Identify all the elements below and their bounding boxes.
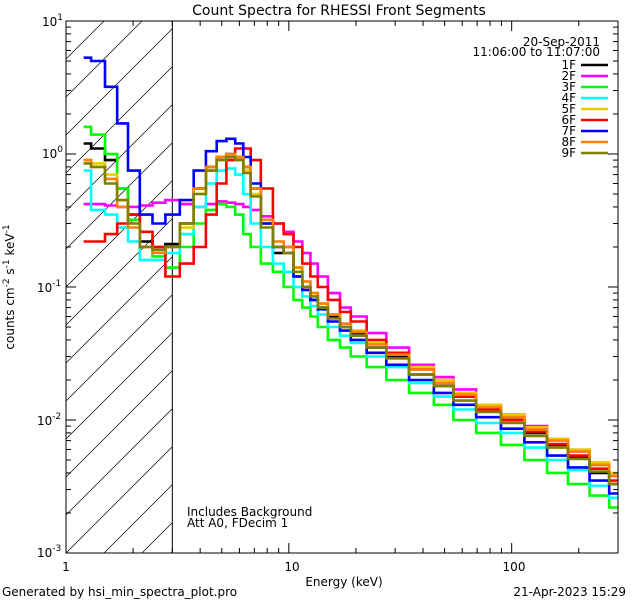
- footer-timestamp: 21-Apr-2023 15:29: [513, 585, 626, 599]
- y-tick-label-1e-1: 10-1: [37, 279, 61, 295]
- footer-generated-by: Generated by hsi_min_spectra_plot.pro: [2, 585, 237, 599]
- legend-label-4F: 4F: [561, 91, 576, 105]
- legend-label-2F: 2F: [561, 69, 576, 83]
- legend-time-range: 11:06:00 to 11:07:00: [473, 45, 600, 59]
- series-line-9F: [83, 155, 618, 486]
- y-tick-label-1e-2: 10-2: [37, 412, 61, 428]
- y-tick-label-1e-3: 10-3: [37, 544, 61, 560]
- legend-label-6F: 6F: [561, 113, 576, 127]
- axis-ticks: [65, 20, 619, 554]
- annotation-attenuator: Att A0, FDecim 1: [187, 516, 288, 530]
- annotation-background: Includes Background: [187, 505, 312, 519]
- x-tick-label-100: 100: [503, 560, 526, 574]
- legend-label-8F: 8F: [561, 135, 576, 149]
- series-9F: [83, 155, 618, 486]
- legend-date: 20-Sep-2011: [523, 35, 600, 49]
- y-tick-label-1e1: 101: [42, 13, 63, 29]
- x-tick-label-1: 1: [62, 560, 70, 574]
- hatch-lines: [66, 21, 173, 553]
- legend-label-3F: 3F: [561, 80, 576, 94]
- legend-label-1F: 1F: [561, 58, 576, 72]
- y-axis-label: counts cm-2 s-1 keV-1: [2, 224, 17, 349]
- legend: 20-Sep-2011 11:06:00 to 11:07:00 1F2F3F4…: [473, 35, 608, 160]
- attenuator-hatch-region: [66, 21, 173, 553]
- legend-label-5F: 5F: [561, 102, 576, 116]
- series-3F: [83, 125, 618, 509]
- x-axis-label: Energy (keV): [305, 575, 382, 589]
- legend-label-7F: 7F: [561, 124, 576, 138]
- x-tick-label-10: 10: [284, 560, 299, 574]
- series-line-3F: [83, 125, 618, 509]
- chart-title: Count Spectra for RHESSI Front Segments: [192, 3, 486, 19]
- y-tick-label-1e0: 100: [42, 145, 63, 161]
- series-layer: [83, 56, 618, 509]
- legend-label-9F: 9F: [561, 146, 576, 160]
